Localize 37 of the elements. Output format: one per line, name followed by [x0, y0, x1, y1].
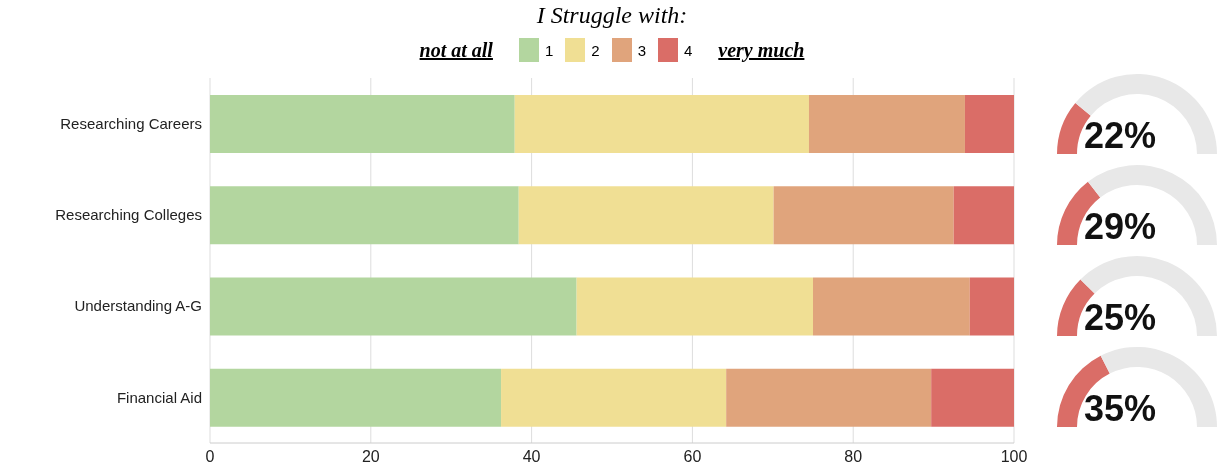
- bar: [964, 95, 1014, 153]
- bar: [726, 368, 932, 427]
- bar: [210, 186, 519, 245]
- legend-label: 4: [683, 41, 693, 59]
- x-tick-label: 20: [361, 448, 380, 466]
- bar: [953, 186, 1014, 245]
- bar: [969, 277, 1014, 336]
- bar: [210, 277, 577, 336]
- y-tick-label: Researching Careers: [60, 114, 202, 132]
- y-tick-label: Financial Aid: [116, 388, 202, 406]
- bar: [576, 277, 813, 336]
- data-label: 22%: [1084, 114, 1158, 157]
- bar: [514, 95, 809, 153]
- bar: [813, 277, 970, 336]
- data-label: 35%: [1084, 387, 1158, 430]
- x-tick-label: 100: [1000, 448, 1028, 466]
- x-tick-label: 60: [683, 448, 702, 466]
- bar: [210, 368, 502, 427]
- y-tick-label: Researching Colleges: [55, 206, 202, 224]
- data-label: 29%: [1084, 205, 1158, 248]
- text: very much: [718, 38, 805, 62]
- bar: [808, 95, 965, 153]
- x-tick-label: 80: [844, 448, 863, 466]
- legend-label: 1: [544, 41, 554, 59]
- x-tick-label: 40: [522, 448, 541, 466]
- bar: [931, 368, 1014, 427]
- legend-label: 2: [591, 41, 600, 59]
- y-tick-label: Understanding A-G: [74, 297, 202, 315]
- x-tick-label: 0: [205, 448, 215, 466]
- bar: [518, 186, 774, 245]
- chart-title: I Struggle with:: [535, 2, 689, 29]
- bar: [501, 368, 727, 427]
- legend-label: 3: [637, 41, 646, 59]
- text: not at all: [419, 38, 493, 62]
- bar: [210, 95, 515, 153]
- bar: [773, 186, 954, 245]
- data-label: 25%: [1084, 296, 1158, 339]
